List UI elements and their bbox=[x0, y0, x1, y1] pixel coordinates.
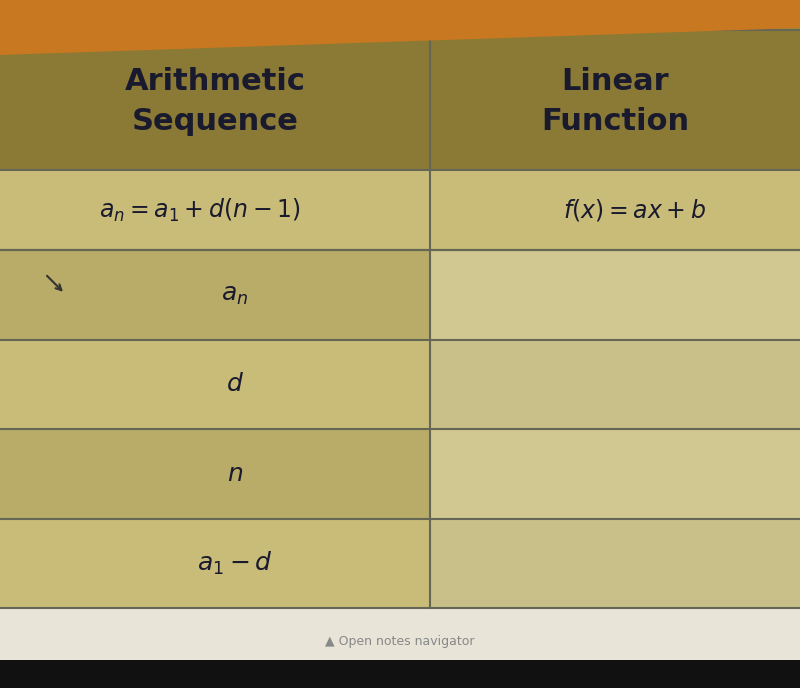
Bar bbox=[430, 519, 800, 608]
Text: Function: Function bbox=[541, 107, 689, 136]
Text: Sequence: Sequence bbox=[131, 107, 298, 136]
Text: $a_1 - d$: $a_1 - d$ bbox=[197, 550, 273, 577]
Text: $f(x) = ax + b$: $f(x) = ax + b$ bbox=[563, 197, 706, 223]
Text: Arithmetic: Arithmetic bbox=[125, 67, 306, 96]
Bar bbox=[430, 339, 800, 429]
Bar bbox=[430, 30, 800, 170]
Bar bbox=[0, 30, 430, 170]
Bar bbox=[0, 519, 430, 608]
Bar bbox=[430, 250, 800, 339]
Bar bbox=[0, 608, 800, 660]
Text: $a_n = a_1 + d(n - 1)$: $a_n = a_1 + d(n - 1)$ bbox=[99, 196, 301, 224]
Bar bbox=[0, 660, 800, 688]
Text: $n$: $n$ bbox=[227, 462, 243, 486]
Bar bbox=[0, 170, 430, 250]
Text: ▲ Open notes navigator: ▲ Open notes navigator bbox=[326, 636, 474, 649]
Bar bbox=[0, 339, 430, 429]
Text: Linear: Linear bbox=[561, 67, 669, 96]
Bar bbox=[0, 429, 430, 519]
Bar bbox=[430, 170, 800, 250]
Text: $a_n$: $a_n$ bbox=[222, 283, 249, 307]
Polygon shape bbox=[0, 0, 800, 55]
Bar bbox=[0, 250, 430, 339]
Bar bbox=[430, 429, 800, 519]
Text: $d$: $d$ bbox=[226, 372, 244, 396]
